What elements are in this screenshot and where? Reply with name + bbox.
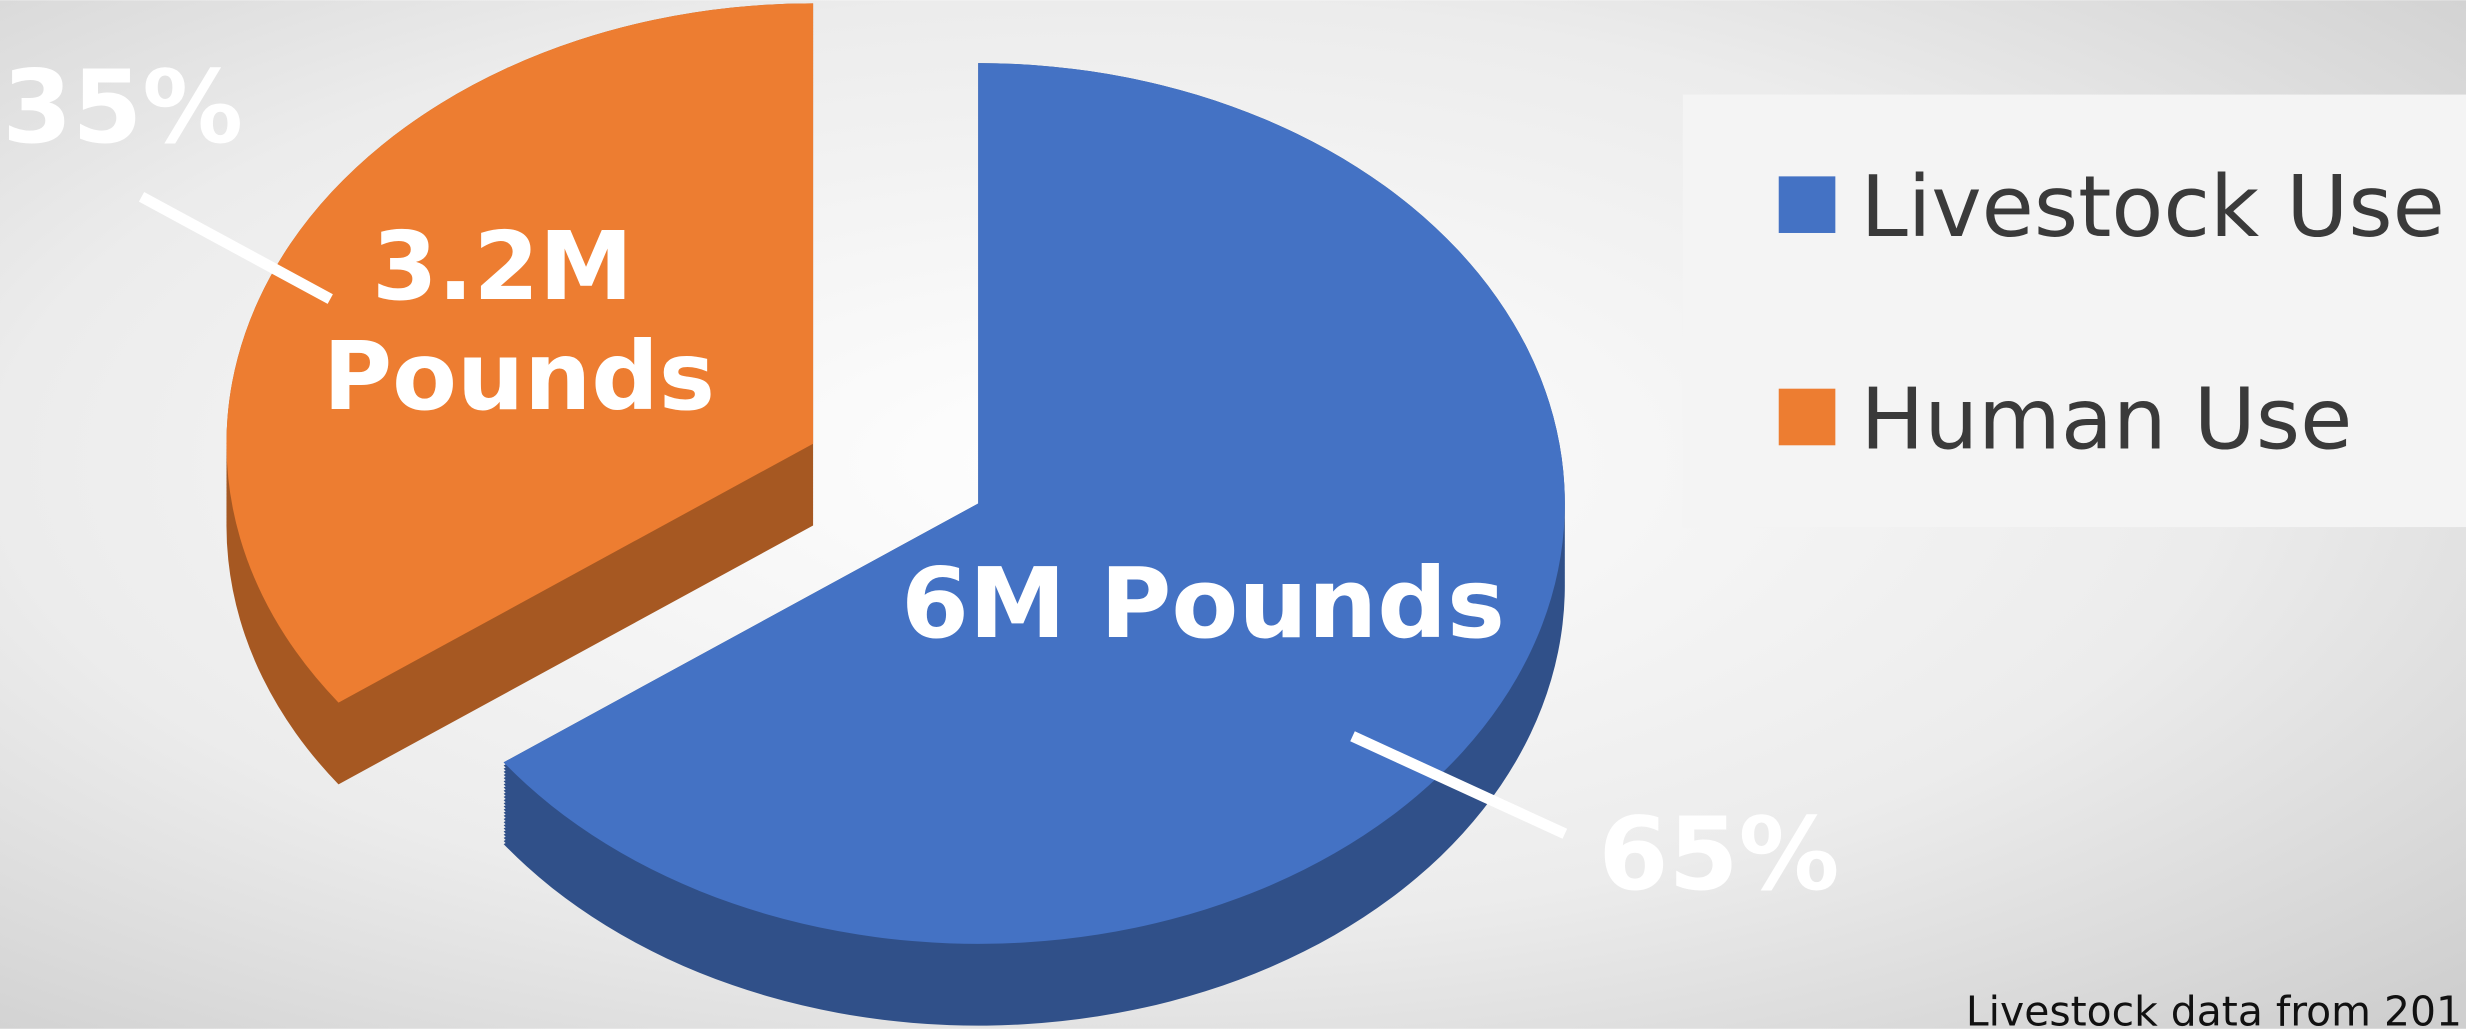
amount-label: 6M Pounds [901, 546, 1505, 660]
legend-label: Human Use [1861, 370, 2353, 469]
legend-box [1682, 94, 2466, 528]
percent-label: 65% [1599, 796, 1840, 913]
percent-label: 35% [2, 49, 243, 166]
amount-label: 3.2M Pounds [323, 212, 715, 432]
legend-label: Livestock Use [1861, 158, 2445, 257]
footnote: Livestock data from 201 [1966, 988, 2462, 1029]
slice [226, 3, 814, 703]
legend-swatch [1778, 388, 1836, 446]
leader-line [1350, 731, 1568, 839]
slice [503, 63, 1565, 944]
legend-swatch [1778, 176, 1836, 233]
leader-line [138, 191, 333, 304]
amount-label-line: 3.2M [372, 212, 666, 322]
amount-label-line: Pounds [323, 322, 715, 432]
